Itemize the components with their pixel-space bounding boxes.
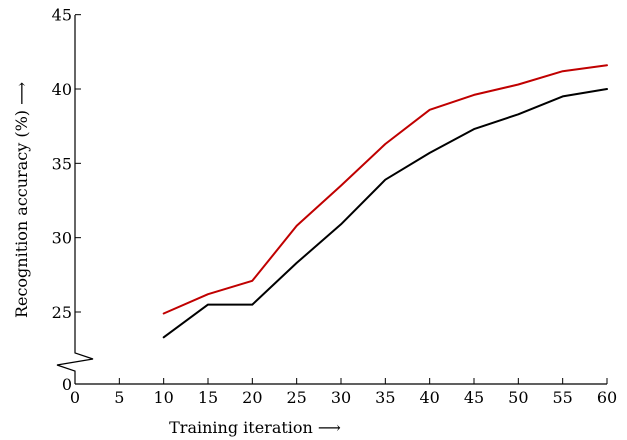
x-tick-label: 10 bbox=[153, 388, 173, 407]
x-tick-label: 55 bbox=[552, 388, 572, 407]
x-tick-label: 60 bbox=[597, 388, 617, 407]
x-tick-label: 40 bbox=[419, 388, 439, 407]
x-axis-label: Training iteration ⟶ bbox=[169, 418, 341, 437]
x-tick-label: 50 bbox=[508, 388, 528, 407]
series-line-black bbox=[162, 88, 608, 339]
x-tick-label: 30 bbox=[331, 388, 351, 407]
y-tick-label: 35 bbox=[52, 154, 72, 173]
series-line-red bbox=[162, 64, 608, 315]
y-axis-line bbox=[56, 15, 94, 384]
x-tick-label: 5 bbox=[114, 388, 124, 407]
ticks: 0 5 10 15 20 25 30 35 40 45 50 55 60 0 25 30 35 40 45 bbox=[52, 6, 618, 407]
x-tick-label: 0 bbox=[70, 388, 80, 407]
series-group bbox=[162, 64, 608, 339]
x-tick-label: 25 bbox=[286, 388, 306, 407]
y-tick-label: 45 bbox=[52, 6, 72, 25]
y-tick-label: 25 bbox=[52, 303, 72, 322]
y-tick-label: 0 bbox=[62, 375, 72, 394]
x-tick-label: 15 bbox=[198, 388, 218, 407]
x-tick-label: 45 bbox=[464, 388, 484, 407]
axes bbox=[56, 15, 607, 385]
y-tick-label: 30 bbox=[52, 229, 72, 248]
y-axis-label: Recognition accuracy (%) ⟶ bbox=[12, 82, 31, 318]
x-tick-label: 20 bbox=[242, 388, 262, 407]
y-tick-label: 40 bbox=[52, 80, 72, 99]
x-tick-label: 35 bbox=[375, 388, 395, 407]
